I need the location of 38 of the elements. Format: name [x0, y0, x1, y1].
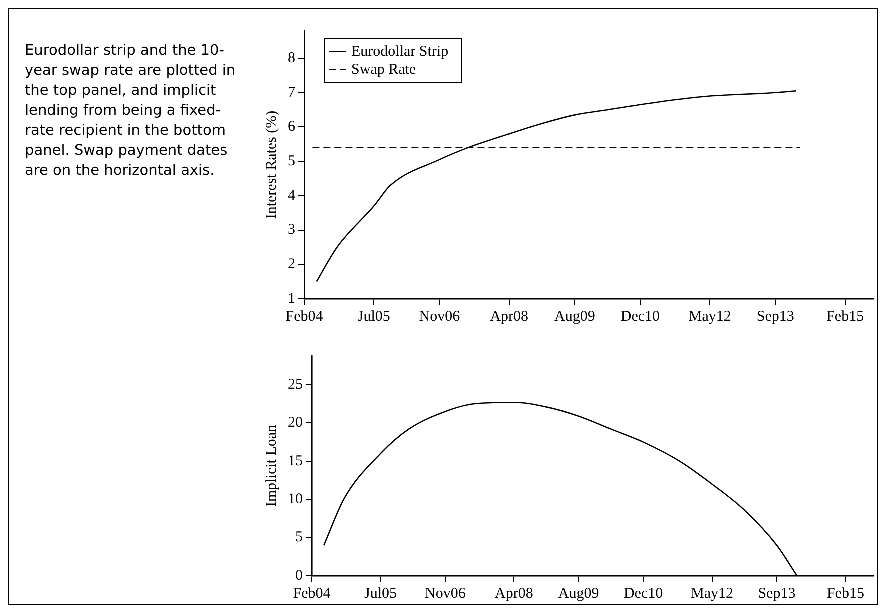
y-tick-label: 5: [288, 154, 296, 170]
text: Eurodollar strip and the 10-year swap rate are plotted in the top panel, and implicit lending from being a fixed-rate recipient in the bottom panel. Swap payment dates are on the horizontal axis.: [25, 42, 237, 181]
y-tick-label: 5: [296, 530, 303, 546]
y-tick-label: 6: [288, 119, 296, 136]
x-tick-label: Sep13: [758, 586, 796, 602]
y-tick-label: 1: [288, 290, 296, 307]
x-tick-label: May12: [688, 308, 732, 325]
y-tick-label: 7: [288, 84, 296, 101]
legend-label: Eurodollar Strip: [352, 44, 449, 60]
y-tick-label: 25: [288, 376, 303, 393]
y-tick-label: 0: [296, 568, 303, 584]
x-tick-label: Sep13: [756, 308, 794, 325]
x-tick-label: Feb04: [286, 308, 324, 325]
x-tick-label: Jul05: [364, 586, 397, 602]
x-tick-label: Nov06: [425, 586, 466, 602]
y-tick-label: 20: [288, 415, 303, 432]
y-tick-label: 3: [288, 222, 296, 238]
x-tick-label: Jul05: [358, 308, 390, 325]
x-tick-label: Feb15: [826, 586, 864, 602]
x-tick-label: Apr08: [490, 308, 529, 325]
y-tick-label: 8: [288, 50, 296, 66]
legend-label: Swap Rate: [352, 62, 416, 78]
y-tick-label: 4: [288, 188, 296, 204]
x-tick-label: Aug09: [554, 308, 596, 325]
line-series: [316, 90, 797, 282]
y-axis-title: Interest Rates (%): [264, 110, 280, 220]
x-tick-label: Nov06: [419, 308, 461, 325]
y-tick-label: 2: [288, 256, 296, 273]
y-tick-label: 15: [288, 453, 303, 470]
x-tick-label: May12: [691, 586, 734, 602]
x-tick-label: Feb04: [293, 586, 332, 602]
x-tick-label: Aug09: [558, 586, 600, 602]
x-tick-label: Dec10: [624, 586, 664, 602]
y-axis-title: Implicit Loan: [264, 424, 280, 508]
x-tick-label: Dec10: [620, 308, 660, 325]
y-tick-label: 10: [288, 492, 303, 508]
x-tick-label: Feb15: [826, 308, 864, 325]
x-tick-label: Apr08: [494, 586, 534, 602]
